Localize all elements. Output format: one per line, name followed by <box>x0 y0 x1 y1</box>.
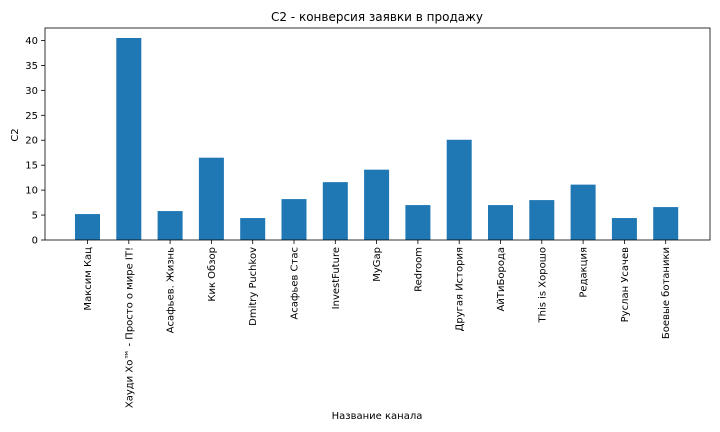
bar-8 <box>364 169 390 240</box>
y-tick-label: 35 <box>25 61 38 72</box>
x-tick-label: Руслан Усачев <box>620 247 631 322</box>
bar-3 <box>157 211 183 240</box>
bars-group <box>75 37 679 241</box>
bar-10 <box>446 139 472 240</box>
y-tick-label: 10 <box>25 186 38 197</box>
y-tick-label: 40 <box>25 36 38 47</box>
bar-5 <box>240 218 266 240</box>
bar-13 <box>570 184 596 240</box>
bar-15 <box>653 207 679 240</box>
x-tick-label: This is Хорошо <box>537 247 548 323</box>
y-tick-label: 15 <box>25 161 38 172</box>
bar-1 <box>75 214 100 240</box>
bar-12 <box>529 200 555 240</box>
bar-6 <box>281 199 307 240</box>
bar-4 <box>198 157 224 240</box>
x-tick-label: Боевые ботаники <box>661 247 672 339</box>
x-tick-label: Хауди Хо™ - Просто о мире IT! <box>124 247 135 408</box>
x-tick-label: Редакция <box>579 247 590 298</box>
x-tick-label: Максим Кац <box>83 247 94 311</box>
x-tick-label: MyGap <box>372 247 383 282</box>
bar-9 <box>405 205 431 240</box>
x-tick-label: Redroom <box>413 247 424 292</box>
y-tick-label: 25 <box>25 111 38 122</box>
x-tick-label: InvestFuture <box>331 247 342 309</box>
x-tick-label: Другая История <box>455 247 466 331</box>
bar-11 <box>488 205 513 240</box>
y-tick-label: 0 <box>32 236 38 247</box>
x-axis: Максим Кац Хауди Хо™ - Просто о мире IT! А… <box>83 240 672 408</box>
bar-2 <box>116 37 142 241</box>
x-tick-label: Асафьев Стас <box>290 247 301 320</box>
y-tick-label: 30 <box>25 86 38 97</box>
y-axis: 0 5 10 15 20 25 30 35 40 <box>25 36 45 247</box>
x-axis-label: Название канала <box>332 411 423 422</box>
x-tick-label: АйТиБорода <box>496 247 507 311</box>
bar-7 <box>322 182 348 240</box>
x-tick-label: Асафьев. Жизнь <box>166 247 177 333</box>
chart-title: C2 - конверсия заявки в продажу <box>271 10 483 24</box>
bar-14 <box>611 218 637 240</box>
plot-frame <box>44 27 711 241</box>
y-tick-label: 5 <box>32 211 38 222</box>
x-tick-label: Dmitry Puchkov <box>248 247 259 326</box>
y-tick-label: 20 <box>25 136 38 147</box>
x-tick-label: Кик Обзор <box>207 247 218 302</box>
y-axis-label: C2 <box>10 128 21 141</box>
